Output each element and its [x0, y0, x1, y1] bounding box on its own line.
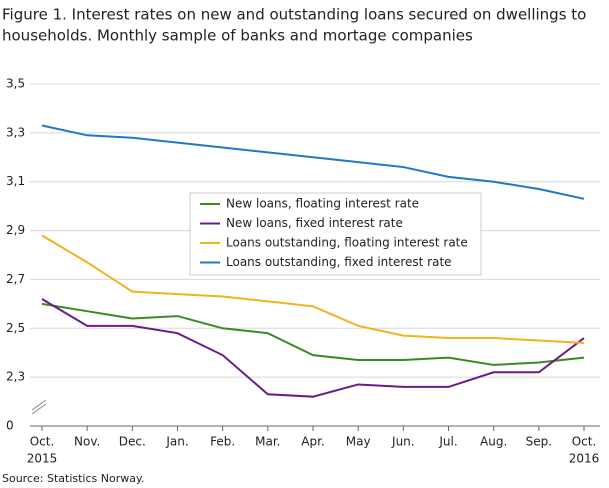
x-tick-label: Jun. — [391, 435, 415, 449]
x-tick-label: May — [346, 435, 371, 449]
x-tick-label: Jul. — [438, 435, 457, 449]
y-tick-label: 3,5 — [6, 77, 25, 91]
y-tick-label: 2,9 — [6, 223, 25, 237]
source: Source: Statistics Norway. — [2, 472, 144, 485]
y-tick-label: 2,7 — [6, 272, 25, 286]
x-tick-label: Mar. — [255, 435, 280, 449]
legend-label: New loans, fixed interest rate — [226, 216, 403, 230]
x-tick-label: Aug. — [480, 435, 507, 449]
y-tick-label: 2,3 — [6, 370, 25, 384]
chart-title: households. Monthly sample of banks and … — [2, 27, 473, 45]
x-tick-label: Nov. — [74, 435, 100, 449]
chart-title: Figure 1. Interest rates on new and outs… — [2, 6, 586, 24]
x-tick-label: Oct. — [572, 435, 597, 449]
legend: New loans, floating interest rate New loa… — [189, 192, 482, 276]
axis-break — [31, 399, 47, 415]
legend-label: Loans outstanding, fixed interest rate — [226, 255, 452, 269]
x-tick-label: Feb. — [210, 435, 235, 449]
line — [41, 234, 585, 344]
y-tick-label: 0 — [6, 419, 14, 433]
legend-box — [189, 192, 482, 276]
x-tick-label: Dec. — [119, 435, 146, 449]
line — [41, 302, 585, 366]
x-tick-label: Jan. — [165, 435, 188, 449]
legend-label: Loans outstanding, floating interest rat… — [226, 236, 468, 250]
line — [41, 124, 585, 200]
x-year-label: 2015 — [27, 452, 58, 466]
legend-label: New loans, floating interest rate — [226, 197, 419, 211]
y-tick-label: 2,5 — [6, 321, 25, 335]
y-tick-label: 3,1 — [6, 174, 25, 188]
x-tick-label: Sep. — [526, 435, 552, 449]
x-tick-label: Apr. — [301, 435, 324, 449]
x-year-label: 2016 — [569, 452, 600, 466]
y-tick-label: 3,3 — [6, 125, 25, 139]
x-tick-label: Oct. — [30, 435, 55, 449]
line — [41, 298, 585, 398]
